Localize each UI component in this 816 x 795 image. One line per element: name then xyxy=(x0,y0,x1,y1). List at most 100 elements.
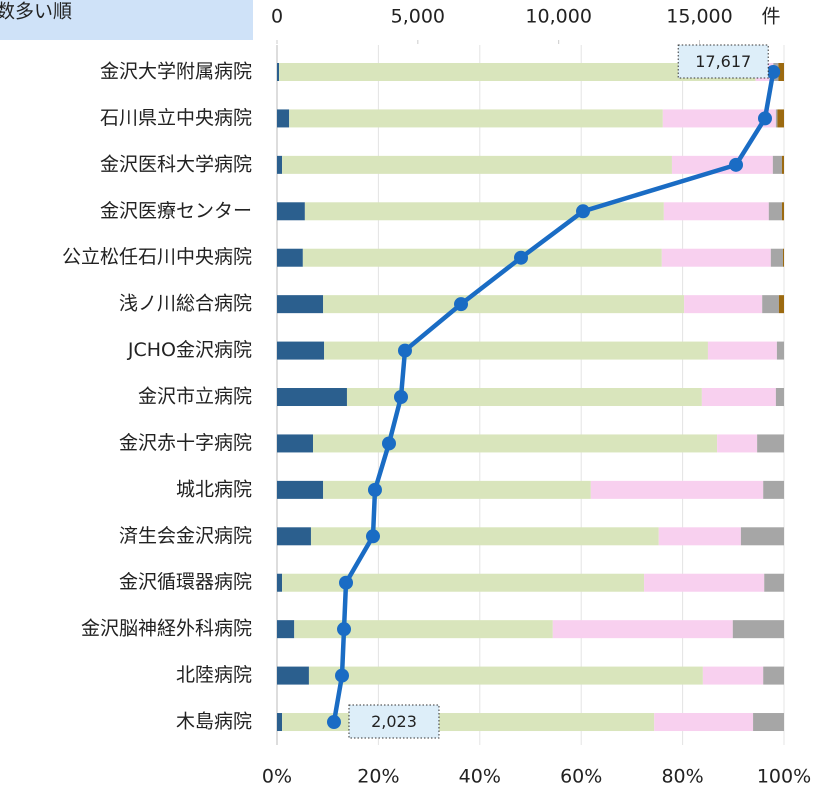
x-tick-label: 80% xyxy=(661,766,703,788)
bar-segment xyxy=(277,480,324,499)
bar-segment xyxy=(671,155,773,174)
x-tick-label: 0% xyxy=(262,766,292,788)
bar-segment xyxy=(294,620,553,639)
bar-segment xyxy=(662,109,776,128)
x-tick-label: 20% xyxy=(357,766,399,788)
bar-segment xyxy=(770,248,783,267)
y-tick-label: 木島病院 xyxy=(176,711,252,733)
bar-segment xyxy=(661,248,771,267)
bar-segment xyxy=(753,713,784,732)
bar-segment xyxy=(277,666,309,685)
y-tick-label: 金沢医療センター xyxy=(100,200,252,222)
y-tick-label: 金沢赤十字病院 xyxy=(119,432,252,454)
y-tick-label: 公立松任石川中央病院 xyxy=(62,246,252,268)
bar-segment xyxy=(702,666,764,685)
bar-segment xyxy=(277,713,283,732)
bar-segment xyxy=(312,434,718,453)
y-tick-label: 金沢市立病院 xyxy=(138,386,252,408)
y-tick-label: 城北病院 xyxy=(176,478,252,500)
line-point xyxy=(381,436,396,451)
bar-segment xyxy=(282,573,645,592)
y-tick-label: 金沢医科大学病院 xyxy=(100,153,252,175)
bar-segment xyxy=(552,620,733,639)
bar-segment xyxy=(302,248,662,267)
bar-segment xyxy=(778,295,784,314)
line-point xyxy=(514,250,529,265)
bar-segment xyxy=(707,341,777,360)
bar-segment xyxy=(277,109,290,128)
y-tick-label: 浅ノ川総合病院 xyxy=(119,293,252,315)
bar-segment xyxy=(684,295,763,314)
line-point xyxy=(729,157,744,172)
line-point xyxy=(757,111,772,126)
y-tick-label: 金沢大学附属病院 xyxy=(100,61,252,83)
bar-segment xyxy=(277,248,303,267)
x-tick-label: 60% xyxy=(560,766,602,788)
bar-segment xyxy=(277,388,347,407)
line-point xyxy=(337,622,352,637)
bar-segment xyxy=(277,620,295,639)
bar-segment xyxy=(763,480,784,499)
bar-segment xyxy=(658,527,741,546)
bar-segment xyxy=(282,155,672,174)
data-label: 17,617 xyxy=(695,52,751,71)
bar-segment xyxy=(781,202,784,221)
bar-segment xyxy=(324,341,708,360)
bar-segment xyxy=(310,527,659,546)
title-box xyxy=(0,0,253,40)
bar-segment xyxy=(768,202,782,221)
x2-tick-label: 15,000 xyxy=(666,6,732,28)
line-point xyxy=(339,575,354,590)
data-label-box xyxy=(677,44,769,79)
bar-segment xyxy=(277,202,305,221)
bar-segment xyxy=(277,434,313,453)
bar-segment xyxy=(590,480,764,499)
y-tick-label: 石川県立中央病院 xyxy=(100,107,252,129)
chart-title: 数多い順 xyxy=(0,1,72,23)
x-tick-label: 100% xyxy=(757,766,811,788)
bar-segment xyxy=(772,155,782,174)
bar-segment xyxy=(717,434,758,453)
bar-segment xyxy=(763,666,784,685)
line-point xyxy=(326,715,341,730)
data-label-box xyxy=(348,704,440,739)
line-point xyxy=(335,668,350,683)
bar-segment xyxy=(701,388,776,407)
y-tick-label: 金沢循環器病院 xyxy=(119,571,252,593)
bar-segment xyxy=(778,63,784,81)
x2-tick-label: 5,000 xyxy=(391,6,445,28)
bar-segment xyxy=(732,620,784,639)
x-tick-label: 40% xyxy=(459,766,501,788)
bar-segment xyxy=(757,434,784,453)
bar-segment xyxy=(289,109,663,128)
bar-segment xyxy=(775,109,778,128)
bar-segment xyxy=(346,388,702,407)
line-point xyxy=(766,65,781,79)
bar-segment xyxy=(277,155,283,174)
bar-segment xyxy=(644,573,765,592)
data-label: 2,023 xyxy=(371,712,417,731)
y-tick-label: 済生会金沢病院 xyxy=(119,525,252,547)
line-point xyxy=(365,529,380,544)
line-point xyxy=(397,343,412,358)
x2-tick-label: 10,000 xyxy=(525,6,591,28)
line-point xyxy=(367,482,382,497)
bar-segment xyxy=(782,248,784,267)
bar-segment xyxy=(277,573,283,592)
bar-segment xyxy=(764,573,784,592)
bar-segment xyxy=(663,202,769,221)
bar-segment xyxy=(776,341,784,360)
line-point xyxy=(576,204,591,219)
bar-segment xyxy=(781,155,784,174)
bar-segment xyxy=(762,295,779,314)
bar-segment xyxy=(277,63,280,81)
y-tick-label: 北陸病院 xyxy=(176,664,252,686)
bar-segment xyxy=(277,527,311,546)
y-tick-label: 金沢脳神経外科病院 xyxy=(81,618,252,640)
bar-segment xyxy=(777,109,784,128)
y-tick-label: JCHO金沢病院 xyxy=(127,339,252,361)
line-point xyxy=(393,390,408,405)
x2-axis-label: 件 xyxy=(761,6,780,28)
bar-segment xyxy=(277,341,325,360)
